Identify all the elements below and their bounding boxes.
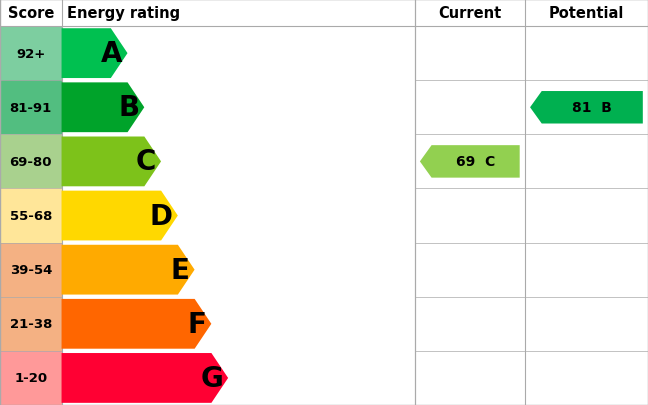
Bar <box>0 0 648 27</box>
Bar <box>0 27 62 81</box>
Polygon shape <box>62 29 128 79</box>
Text: Potential: Potential <box>549 6 624 21</box>
Text: E: E <box>170 256 190 284</box>
Text: 69  C: 69 C <box>456 155 495 169</box>
Text: Score: Score <box>8 6 54 21</box>
Bar <box>62 189 648 243</box>
Text: Energy rating: Energy rating <box>67 6 180 21</box>
Polygon shape <box>62 299 211 349</box>
Bar <box>62 297 648 351</box>
Text: 21-38: 21-38 <box>10 318 52 330</box>
Bar <box>0 351 62 405</box>
Text: D: D <box>150 202 173 230</box>
Text: 81-91: 81-91 <box>10 102 52 115</box>
Text: B: B <box>118 94 139 122</box>
Bar <box>62 81 648 135</box>
Text: F: F <box>187 310 206 338</box>
Bar <box>0 297 62 351</box>
Polygon shape <box>62 353 228 403</box>
Text: A: A <box>101 40 122 68</box>
Text: Current: Current <box>438 6 502 21</box>
Text: 55-68: 55-68 <box>10 209 52 222</box>
Bar <box>0 81 62 135</box>
Bar <box>0 135 62 189</box>
Polygon shape <box>62 137 161 187</box>
Polygon shape <box>62 83 145 133</box>
Bar <box>62 351 648 405</box>
Text: G: G <box>200 364 223 392</box>
Text: 39-54: 39-54 <box>10 264 52 277</box>
Bar <box>62 27 648 81</box>
Bar <box>0 189 62 243</box>
Polygon shape <box>62 245 194 295</box>
Text: 92+: 92+ <box>16 47 45 60</box>
Bar <box>62 243 648 297</box>
Polygon shape <box>530 92 643 124</box>
Bar <box>0 243 62 297</box>
Text: 1-20: 1-20 <box>14 371 47 384</box>
Text: C: C <box>135 148 156 176</box>
Polygon shape <box>420 146 520 178</box>
Bar <box>62 135 648 189</box>
Text: 81  B: 81 B <box>572 101 612 115</box>
Polygon shape <box>62 191 178 241</box>
Text: 69-80: 69-80 <box>10 156 52 168</box>
